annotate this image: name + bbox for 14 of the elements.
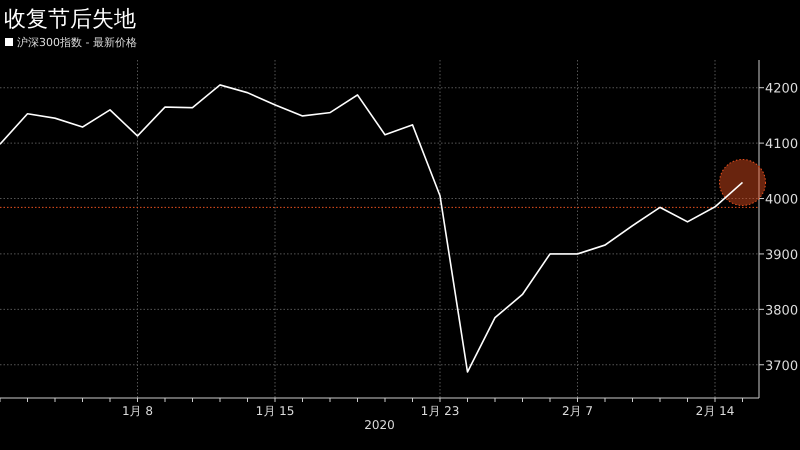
y-tick-label: 3900 [765, 248, 798, 263]
y-tick-label: 4000 [765, 192, 798, 208]
y-tick-label: 3700 [765, 358, 798, 374]
x-tick-label: 1月 15 [256, 404, 294, 418]
y-tick-label: 4200 [765, 82, 798, 97]
x-tick-label: 1月 23 [420, 404, 460, 418]
x-axis-title: 2020 [364, 418, 395, 432]
y-tick-label: 4100 [765, 137, 798, 152]
legend-label: 沪深300指数 - 最新价格 [17, 36, 137, 49]
title: 收复节后失地 [4, 7, 136, 32]
x-tick-label: 1月 8 [122, 404, 154, 418]
y-tick-label: 3800 [765, 303, 798, 318]
x-tick-label: 2月 7 [562, 404, 594, 418]
x-tick-label: 2月 14 [696, 404, 734, 418]
